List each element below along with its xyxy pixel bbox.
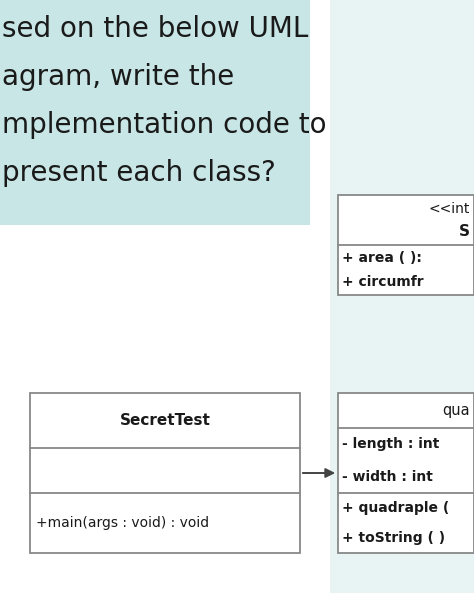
Bar — [0, 0, 310, 225]
Text: agram, write the: agram, write the — [2, 63, 234, 91]
Text: SecretTest: SecretTest — [119, 413, 210, 428]
Bar — [338, 195, 474, 295]
Text: +main(args : void) : void: +main(args : void) : void — [36, 516, 209, 530]
Text: + quadraple (: + quadraple ( — [342, 501, 449, 515]
Text: sed on the below UML: sed on the below UML — [2, 15, 309, 43]
Text: - length : int: - length : int — [342, 437, 439, 451]
Bar — [338, 393, 474, 553]
Text: + area ( ):: + area ( ): — [342, 250, 422, 264]
Text: present each class?: present each class? — [2, 159, 276, 187]
Text: - width : int: - width : int — [342, 470, 433, 484]
Text: S: S — [459, 224, 470, 238]
Bar — [30, 393, 300, 553]
Text: + toString ( ): + toString ( ) — [342, 531, 445, 545]
Text: + circumfr: + circumfr — [342, 276, 424, 289]
Text: <<int: <<int — [428, 202, 470, 216]
Bar — [330, 0, 474, 593]
Text: qua: qua — [442, 403, 470, 418]
Text: mplementation code to: mplementation code to — [2, 111, 327, 139]
